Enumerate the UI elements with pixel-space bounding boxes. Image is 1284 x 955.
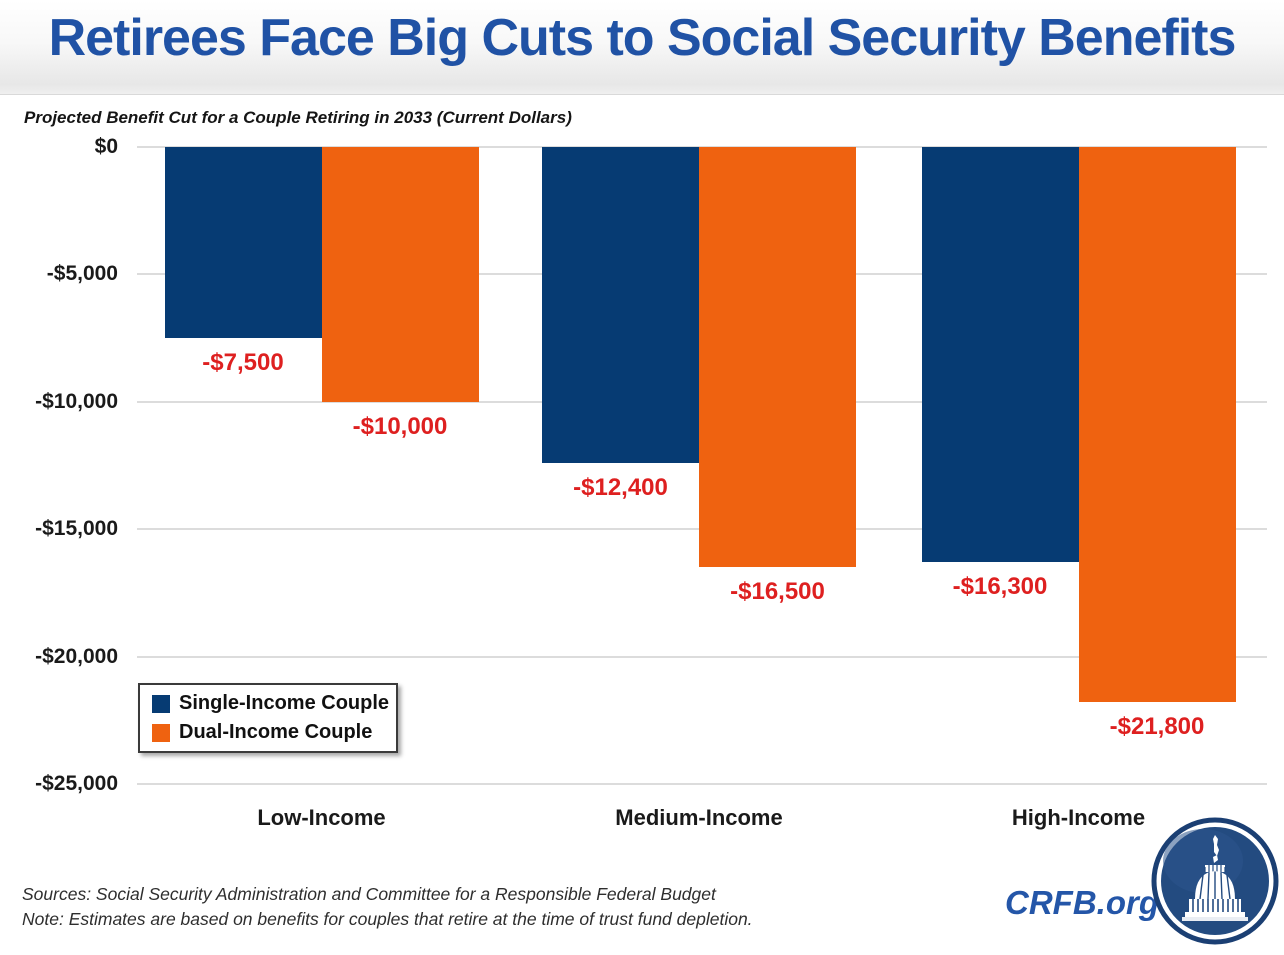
title-band: Retirees Face Big Cuts to Social Securit… <box>0 0 1284 95</box>
bar-single-income-couple-low-income <box>164 147 322 339</box>
x-category-label-high-income: High-Income <box>1011 805 1146 830</box>
legend-item-single-income: Single-Income Couple <box>152 692 396 715</box>
bar-value-label: -$12,400 <box>573 473 668 501</box>
gridline--20000 <box>137 655 1267 658</box>
bar-value-label: -$7,500 <box>202 349 284 377</box>
y-axis-tick-label: -$20,000 <box>35 644 118 668</box>
x-category-label-medium-income: Medium-Income <box>615 805 783 830</box>
y-axis-tick-label: -$15,000 <box>35 517 118 541</box>
crfb-org-wordmark: CRFB.org <box>1005 884 1159 921</box>
x-category-label-low-income: Low-Income <box>257 805 386 830</box>
legend-label-single-income: Single-Income Couple <box>179 692 390 714</box>
bar-value-label: -$16,500 <box>730 578 825 606</box>
y-axis-tick-label: -$5,000 <box>46 262 118 286</box>
chart-subtitle: Projected Benefit Cut for a Couple Retir… <box>24 108 572 127</box>
bar-value-label: -$10,000 <box>352 412 448 440</box>
y-axis-tick-label: $0 <box>94 135 118 158</box>
capitol-dome-icon <box>1151 817 1279 945</box>
bar-dual-income-couple-low-income <box>321 147 479 402</box>
single-income-swatch-icon <box>152 694 170 713</box>
y-axis-tick-label: -$25,000 <box>35 772 118 795</box>
bar-dual-income-couple-high-income <box>1078 147 1236 703</box>
gridline--25000 <box>137 783 1267 785</box>
bar-dual-income-couple-medium-income <box>699 147 856 568</box>
note-text: Note: Estimates are based on benefits fo… <box>22 909 753 929</box>
bar-single-income-couple-high-income <box>921 147 1079 563</box>
dual-income-swatch-icon <box>152 723 170 742</box>
page-title: Retirees Face Big Cuts to Social Securit… <box>48 9 1237 67</box>
legend: Single-Income Couple Dual-Income Couple <box>138 683 398 753</box>
y-axis-tick-label: -$10,000 <box>35 389 118 413</box>
legend-item-dual-income: Dual-Income Couple <box>152 721 396 744</box>
bar-value-label: -$16,300 <box>952 573 1048 601</box>
bar-value-label: -$21,800 <box>1109 713 1205 741</box>
bar-single-income-couple-medium-income <box>542 147 699 463</box>
legend-label-dual-income: Dual-Income Couple <box>179 721 373 743</box>
sources-text: Sources: Social Security Administration … <box>22 884 716 904</box>
